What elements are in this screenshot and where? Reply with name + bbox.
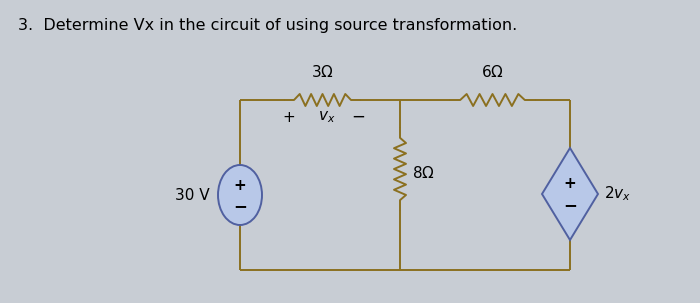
Text: 8$\Omega$: 8$\Omega$ bbox=[412, 165, 435, 181]
Text: 2$v_x$: 2$v_x$ bbox=[604, 185, 631, 203]
Text: −: − bbox=[351, 108, 365, 126]
Text: −: − bbox=[233, 197, 247, 215]
Text: 30 V: 30 V bbox=[176, 188, 210, 202]
Text: −: − bbox=[563, 196, 577, 214]
Text: 3$\Omega$: 3$\Omega$ bbox=[311, 64, 334, 80]
Text: 3.  Determine Vx in the circuit of using source transformation.: 3. Determine Vx in the circuit of using … bbox=[18, 18, 517, 33]
Text: +: + bbox=[283, 109, 295, 125]
Ellipse shape bbox=[218, 165, 262, 225]
Polygon shape bbox=[542, 148, 598, 240]
Text: +: + bbox=[564, 177, 576, 191]
Text: 6$\Omega$: 6$\Omega$ bbox=[481, 64, 504, 80]
Text: +: + bbox=[234, 178, 246, 192]
Text: $v_x$: $v_x$ bbox=[318, 109, 335, 125]
